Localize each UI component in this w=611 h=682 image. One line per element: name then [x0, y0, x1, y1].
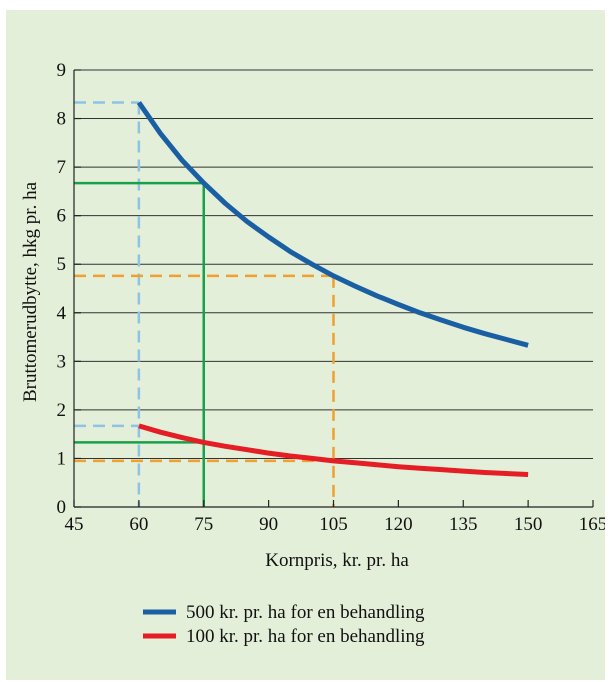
legend-label-100: 100 kr. pr. ha for en behandling	[186, 626, 425, 647]
y-tick-label: 1	[57, 448, 67, 469]
series-line-0	[136, 101, 529, 348]
legend-label-500: 500 kr. pr. ha for en behandling	[186, 602, 425, 623]
reference-lines-layer	[74, 101, 335, 507]
y-tick-label: 4	[57, 303, 67, 324]
x-tick-label: 120	[384, 514, 413, 535]
y-tick-label: 2	[57, 400, 67, 421]
y-tick-label: 3	[57, 351, 67, 372]
x-tick-label: 105	[319, 514, 348, 535]
y-tick-label: 9	[57, 60, 67, 81]
legend: 500 kr. pr. ha for en behandling 100 kr.…	[143, 602, 425, 647]
series-line-1	[138, 423, 529, 477]
y-tick-label: 5	[57, 254, 67, 275]
chart-panel: 45 60 75 90 105 120 135 150 165 0 1 2 3 4 5 6 7 8 9 Kornpr…	[6, 10, 605, 680]
x-tick-label: 165	[579, 514, 605, 535]
x-tick-label: 135	[449, 514, 478, 535]
y-tick-label: 7	[57, 157, 67, 178]
y-tick-label: 6	[57, 206, 67, 227]
x-axis-title: Kornpris, kr. pr. ha	[265, 550, 409, 571]
y-tick-label: 8	[57, 109, 67, 130]
x-tick-label: 75	[194, 514, 213, 535]
x-tick-label: 150	[514, 514, 543, 535]
x-tick-label: 60	[129, 514, 148, 535]
x-tick-label: 90	[259, 514, 278, 535]
grid-layer	[74, 69, 593, 459]
y-axis-title: Bruttomerudbytte, hkg pr. ha	[20, 181, 41, 402]
series-layer	[136, 101, 529, 477]
x-tick-label: 45	[65, 514, 84, 535]
y-tick-label: 0	[57, 497, 67, 518]
